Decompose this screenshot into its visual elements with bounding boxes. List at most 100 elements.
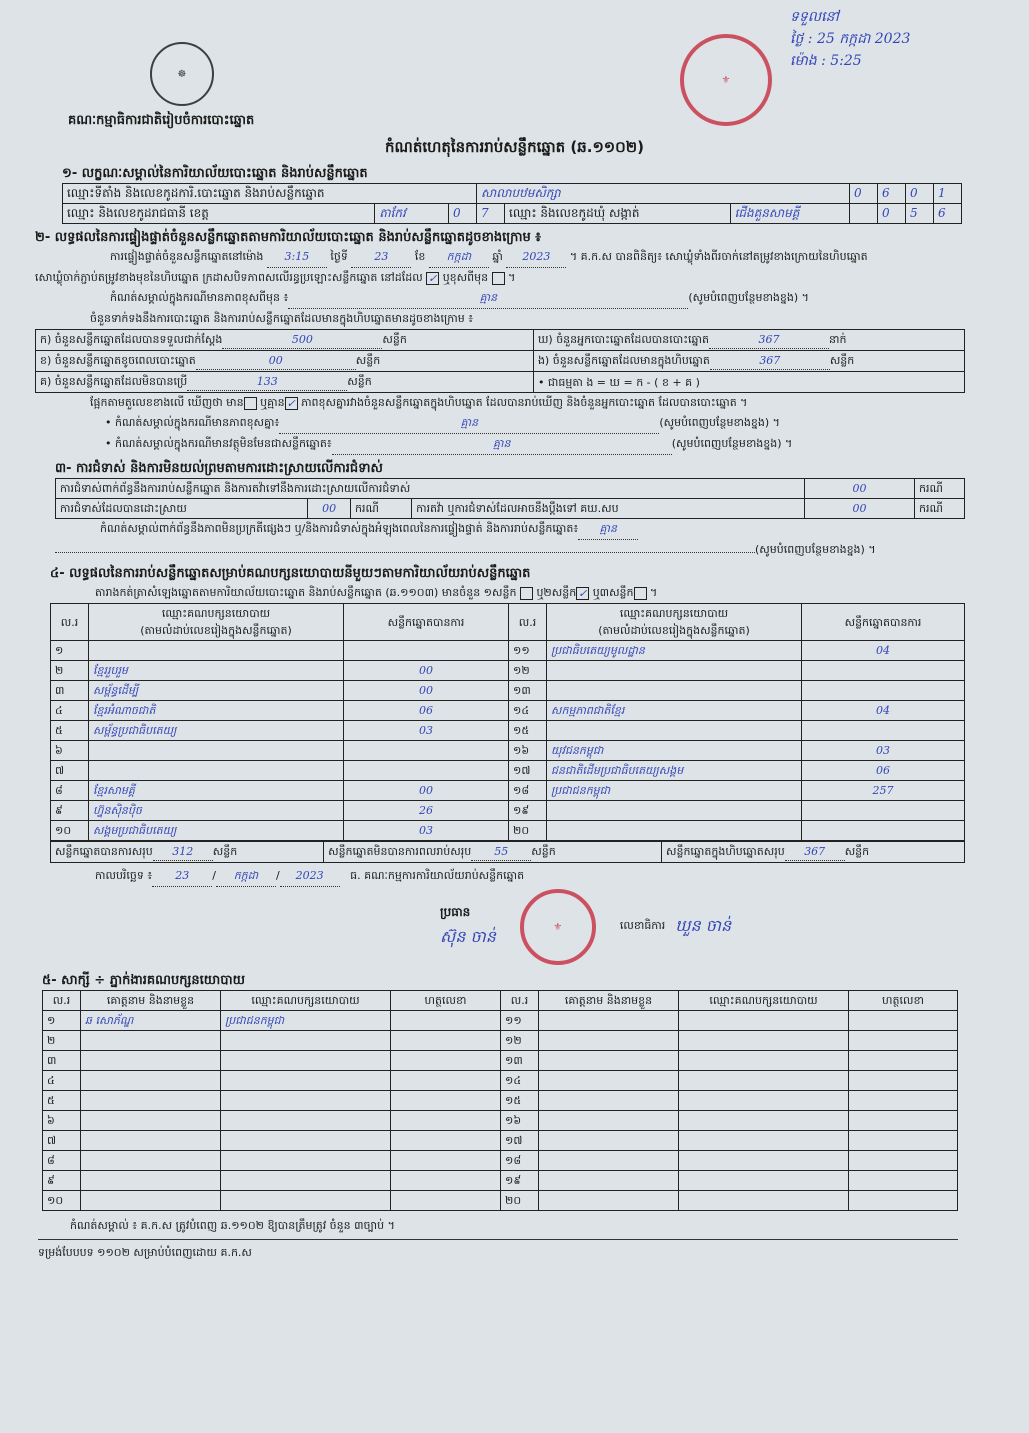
- party-name: ហ្វ៊ុនស៊ិនប៉ិច: [88, 800, 344, 821]
- witness-row: ៣ ១៣: [42, 1050, 958, 1071]
- witness-party: [678, 1170, 849, 1191]
- form-id: ទម្រង់បែបបទ ១១០២ សម្រាប់បំពេញដោយ គ.ក.ស: [38, 1246, 252, 1259]
- same-checkbox[interactable]: ✓: [426, 271, 440, 285]
- witness-party: [220, 1190, 391, 1211]
- row-number: ១៩: [508, 800, 547, 821]
- witness-signature: [848, 1090, 958, 1111]
- one-sheet-checkbox[interactable]: [519, 586, 533, 600]
- party-name: [88, 740, 344, 761]
- no-difference-checkbox[interactable]: ✓: [284, 396, 298, 410]
- secretary-label: លេខាធិការ: [619, 919, 666, 932]
- row-number: ១០: [42, 1190, 81, 1211]
- row-number: ១: [42, 1010, 81, 1031]
- witness-party: [220, 1030, 391, 1051]
- row-number: ៤: [50, 700, 89, 721]
- row-number: ៨: [42, 1150, 81, 1171]
- changed-checkbox[interactable]: [491, 271, 505, 285]
- row-number: ៧: [42, 1130, 81, 1151]
- witness-name: [538, 1030, 679, 1051]
- official-seal: ⚜: [680, 34, 772, 126]
- valid-votes: [801, 720, 965, 741]
- witness-signature: [390, 1150, 501, 1171]
- witness-party: [220, 1050, 391, 1071]
- party-name: [546, 800, 802, 821]
- valid-votes: [801, 820, 965, 841]
- section-1: ១- លក្ខណៈសម្គាល់នៃការិយាល័យបោះឆ្នោត និងរ…: [61, 164, 962, 224]
- witness-party: [220, 1130, 391, 1151]
- witness-signature: [848, 1170, 958, 1191]
- three-sheet-checkbox[interactable]: [633, 586, 647, 600]
- page-title: កំណត់ហេតុនៃការរាប់សន្លឹកឆ្នោត (ឆ.១១០២): [384, 138, 644, 156]
- witness-signature: [848, 1130, 958, 1151]
- witness-name: ឆ សោភ័ណ្ឌ: [80, 1010, 221, 1031]
- witness-signature: [390, 1050, 501, 1071]
- section-2: ២- លទ្ធផលនៃការផ្ទៀងផ្ទាត់ចំនួនសន្លឹកឆ្នោ…: [35, 228, 966, 455]
- totals-table: សន្លឹកឆ្នោតបានការសរុប 312 សន្លឹក សន្លឹកឆ្ន…: [49, 841, 966, 863]
- witness-party: [678, 1110, 849, 1131]
- witness-signature: [848, 1030, 958, 1051]
- witness-name: [538, 1010, 679, 1031]
- row-number: ៥: [50, 720, 89, 741]
- result-row: ៩ហ្វ៊ុនស៊ិនប៉ិច 26 ១៩: [50, 800, 965, 821]
- row-number: ១៣: [500, 1050, 539, 1071]
- party-name: [546, 680, 802, 701]
- row-number: ១៥: [500, 1090, 539, 1111]
- party-name: សម្ព័ន្ធដើម្បី: [88, 680, 344, 701]
- valid-votes: 06: [343, 700, 509, 721]
- row-number: ២: [42, 1030, 81, 1051]
- valid-votes: 03: [343, 720, 509, 741]
- witness-name: [538, 1170, 679, 1191]
- row-number: ១៦: [508, 740, 547, 761]
- witness-signature: [390, 1070, 501, 1091]
- row-number: ១: [50, 640, 89, 661]
- row-number: ១១: [508, 640, 547, 661]
- party-name: [88, 760, 344, 781]
- office-name: សាលាបឋមសិក្សា: [476, 183, 850, 204]
- witness-name: [538, 1110, 679, 1131]
- section-4: ៤- លទ្ធផលនៃការរាប់សន្លឹកឆ្នោតសម្រាប់គណបក…: [49, 564, 966, 887]
- valid-votes: 00: [343, 680, 509, 701]
- witness-party: [220, 1170, 391, 1191]
- witness-party: [678, 1190, 849, 1211]
- valid-votes: 00: [343, 660, 509, 681]
- party-results-table: ល.រ ឈ្មោះគណបក្សនយោបាយ (តាមលំដាប់លេខរៀងក្ន…: [50, 603, 965, 841]
- party-name: សង្គមប្រជាធិបតេយ្យ: [88, 820, 344, 841]
- committee-seal: ⚜: [519, 889, 596, 965]
- party-name: ខ្មែរអំណាចជាតិ: [88, 700, 344, 721]
- valid-votes: 04: [801, 700, 965, 721]
- valid-votes: [801, 660, 965, 681]
- witness-name: [538, 1150, 679, 1171]
- valid-votes: 04: [801, 640, 965, 661]
- witness-party: [678, 1030, 849, 1051]
- row-number: ១៧: [500, 1130, 539, 1151]
- witness-party: [678, 1010, 849, 1031]
- witness-row: ១ឆ សោភ័ណ្ឌ ប្រជាជនកម្ពុជា ១១: [42, 1010, 958, 1031]
- party-name: ប្រជាធិបតេយ្យមូលដ្ឋាន: [546, 640, 802, 661]
- footer-note: កំណត់សម្គាល់ ៖ គ.ក.ស ត្រូវបំពេញ ឆ.១១០២ ឱ…: [70, 1219, 395, 1232]
- witness-row: ១០ ២០: [42, 1190, 958, 1211]
- two-sheet-checkbox[interactable]: ✓: [576, 586, 590, 600]
- chair-label: ប្រធាន: [440, 905, 471, 919]
- section-3: ៣- ការជំទាស់ និងការមិនយល់ព្រមតាមការដោះស្…: [54, 459, 965, 560]
- witness-party: [678, 1150, 849, 1171]
- has-difference-checkbox[interactable]: [243, 396, 257, 410]
- witness-signature: [390, 1130, 501, 1151]
- witness-signature: [390, 1110, 501, 1131]
- row-number: ២០: [500, 1190, 539, 1211]
- row-number: ៦: [50, 740, 89, 761]
- section-5-title: ៥- សាក្សី ÷ ភ្នាក់ងារគណបក្សនយោបាយ: [42, 973, 245, 988]
- party-name: [546, 720, 802, 741]
- party-name: ប្រជាជនកម្ពុជា: [546, 780, 802, 801]
- result-row: ៨ខ្មែរសាមគ្គី 00 ១៨ ប្រជាជនកម្ពុជា 257: [50, 780, 965, 801]
- row-number: ៥: [42, 1090, 81, 1111]
- witness-name: [538, 1130, 679, 1151]
- witness-name: [538, 1190, 679, 1211]
- chair-signature: ស៊ុន ចាន់: [440, 927, 496, 946]
- result-row: ៤ខ្មែរអំណាចជាតិ 06 ១៤ សកម្មភាពជាតិខ្មែរ 04: [50, 700, 965, 721]
- org-name: គណៈកម្មាធិការជាតិរៀបចំការបោះឆ្នោត: [68, 113, 255, 128]
- party-name: [88, 640, 344, 661]
- row-number: ៧: [50, 760, 89, 781]
- row-number: ១០: [50, 820, 89, 841]
- ballot-count-table: ក) ចំនួនសន្លឹកឆ្នោតដែលបានទទួលជាក់ស្តែង 50…: [35, 329, 966, 393]
- witness-table: ល.រ គោត្តនាម និងនាមខ្លួន ឈ្មោះគណបក្សនយោបាយ…: [42, 990, 958, 1211]
